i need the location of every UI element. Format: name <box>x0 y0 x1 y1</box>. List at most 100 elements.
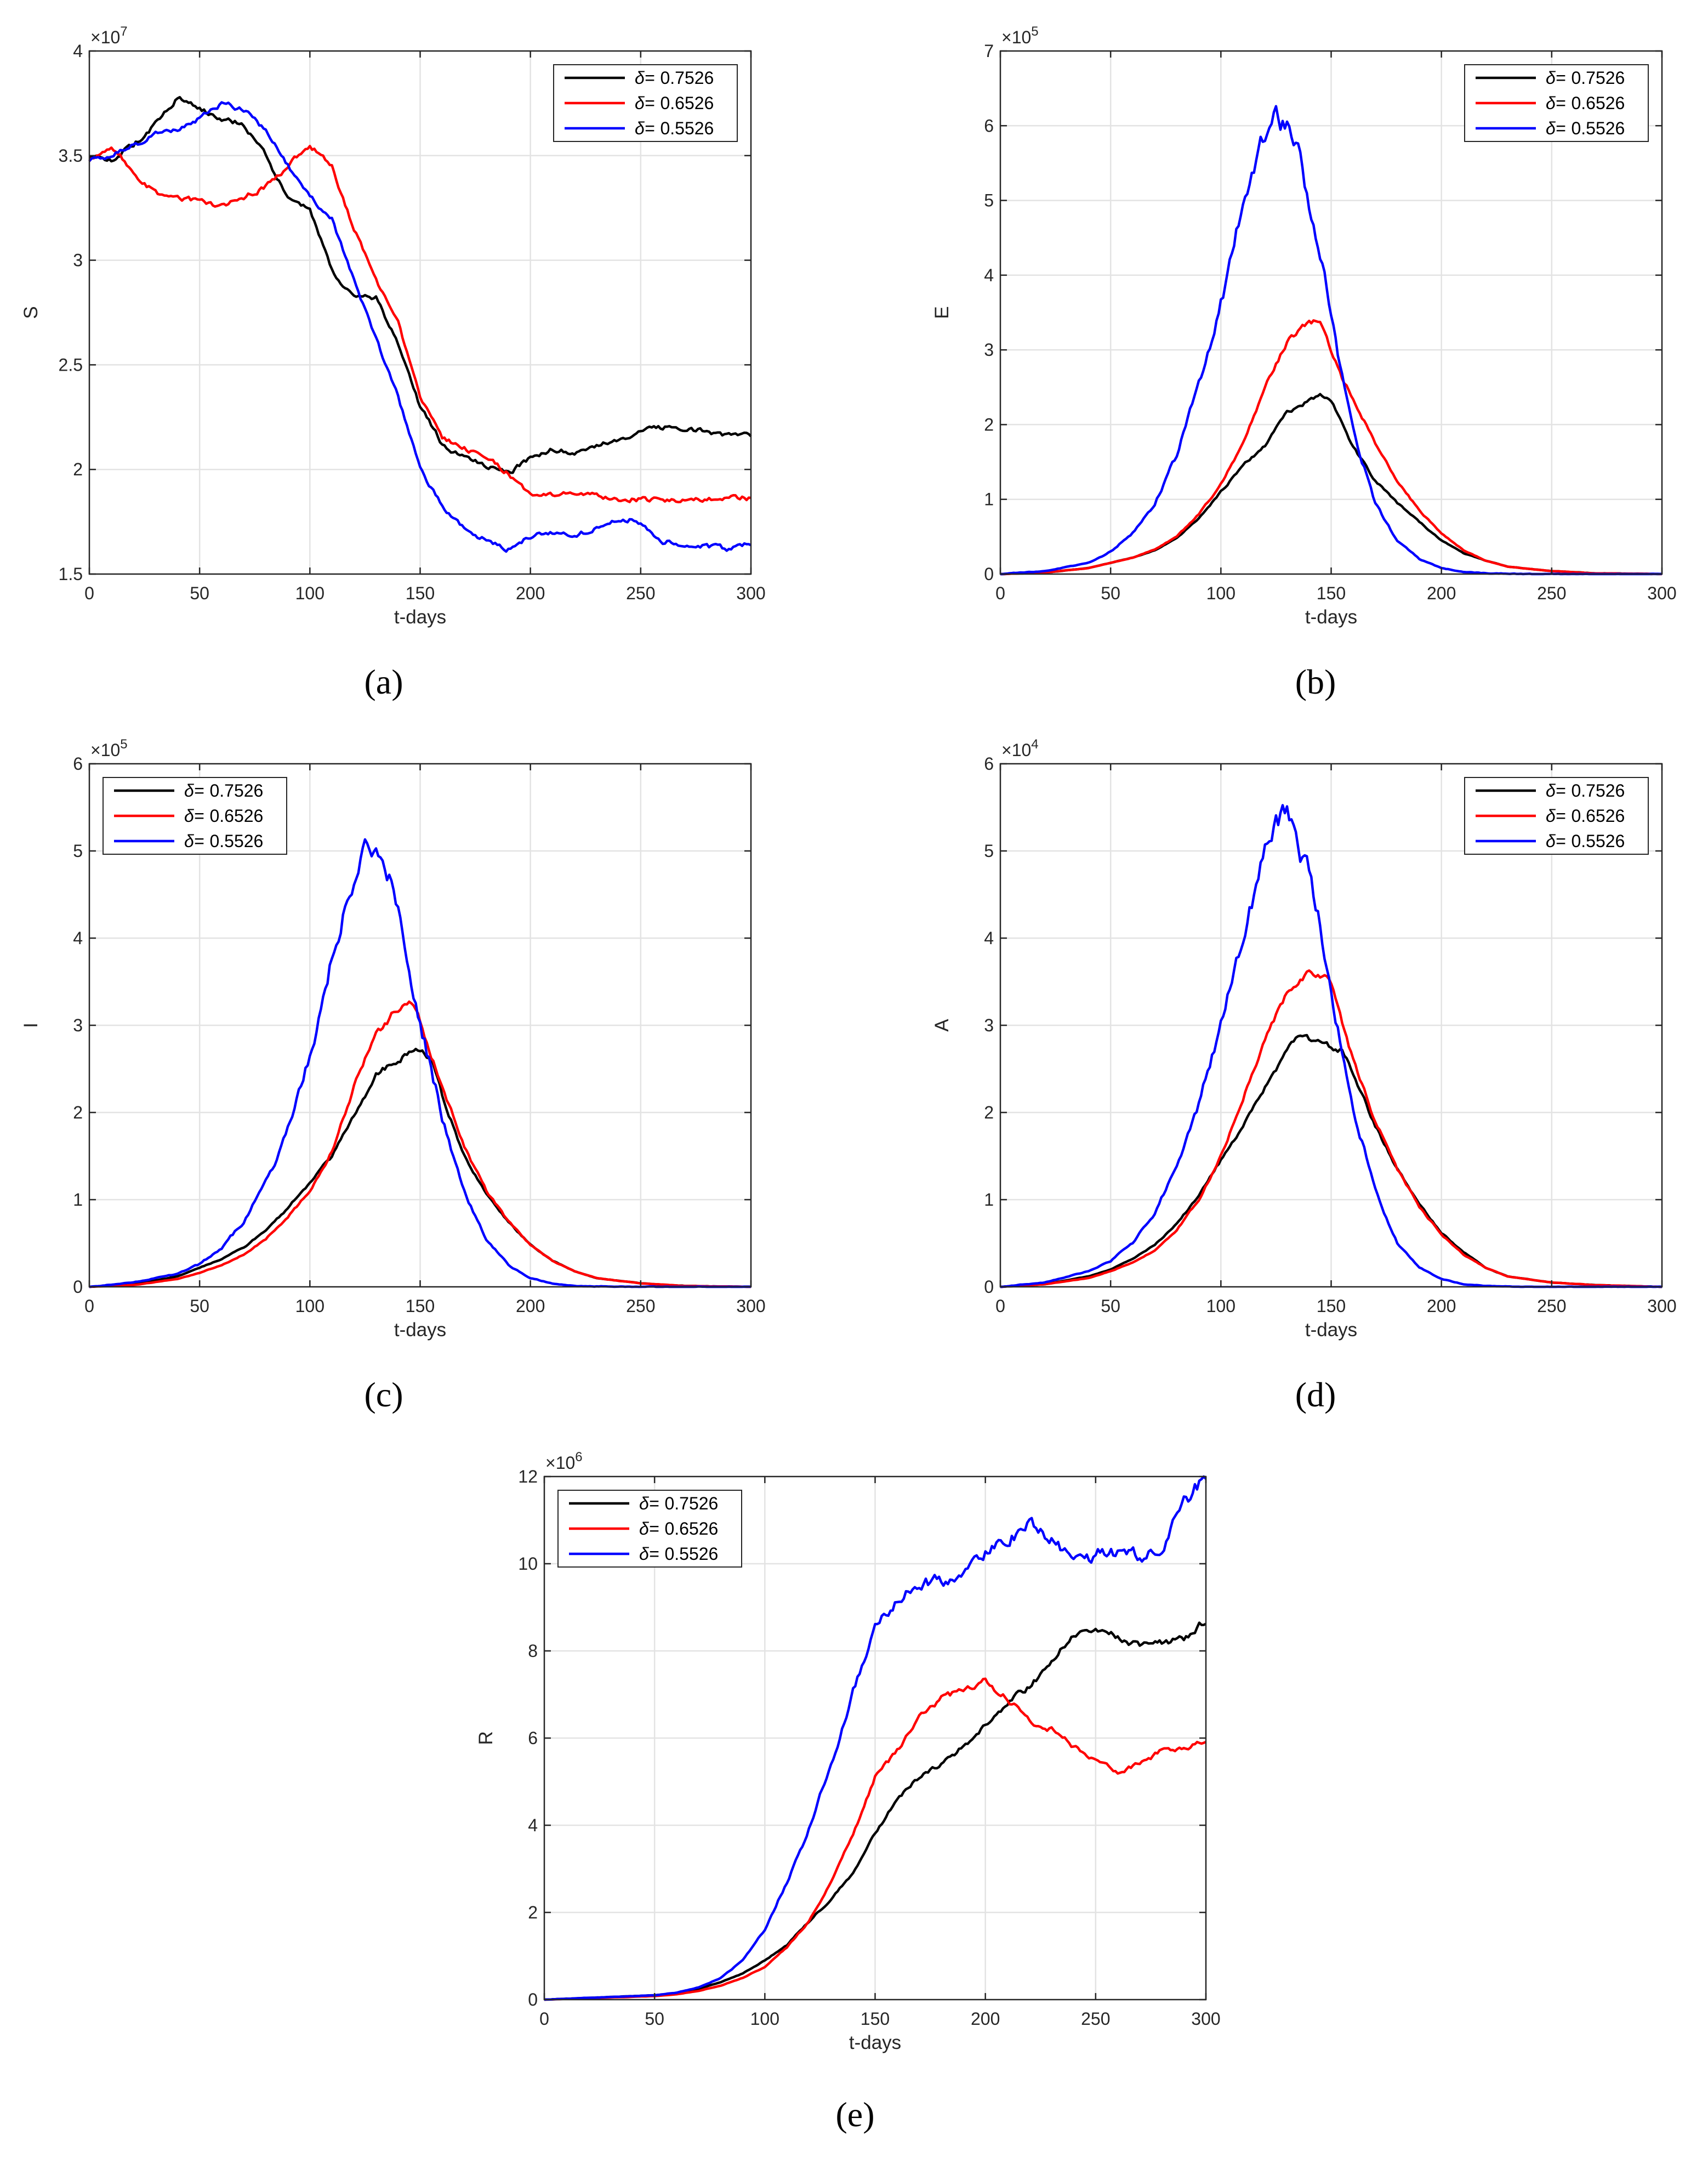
legend[interactable]: δ= 0.7526 δ= 0.6526 δ= 0.5526 <box>557 1490 742 1568</box>
y-tick-label: 6 <box>984 754 994 774</box>
legend-prefix: δ= <box>635 118 654 138</box>
legend[interactable]: δ= 0.7526 δ= 0.6526 δ= 0.5526 <box>1464 777 1649 855</box>
x-tick-label: 300 <box>1647 583 1676 603</box>
legend-entry-2: δ= 0.5526 <box>184 831 263 851</box>
y-tick-label: 1 <box>73 1190 83 1210</box>
legend-entry-1: δ= 0.6526 <box>639 1519 718 1538</box>
y-tick-label: 3 <box>984 340 994 360</box>
x-axis-label: t-days <box>394 606 446 628</box>
y-axis-label: A <box>931 1019 953 1032</box>
x-tick-label: 200 <box>516 583 545 603</box>
x-tick-label: 250 <box>626 1296 655 1316</box>
legend-entry-0: δ= 0.7526 <box>635 68 714 88</box>
y-tick-label: 4 <box>528 1815 538 1835</box>
y-tick-label: 2 <box>528 1903 538 1922</box>
panel-label: (e) <box>835 2095 874 2134</box>
panel-label: (d) <box>1295 1375 1336 1414</box>
y-tick-label: 4 <box>984 928 994 948</box>
y-exponent-label: ×106 <box>545 1450 583 1473</box>
legend-entry-2: δ= 0.5526 <box>1546 831 1625 851</box>
y-tick-label: 6 <box>528 1728 538 1748</box>
legend-entry-1: δ= 0.6526 <box>1546 806 1625 826</box>
y-exponent-power: 6 <box>575 1450 582 1464</box>
x-tick-label: 300 <box>736 1296 765 1316</box>
legend-value: 0.7526 <box>1571 68 1625 88</box>
y-exponent-power: 7 <box>120 24 127 39</box>
y-exponent-label: ×104 <box>1001 737 1039 760</box>
y-exponent-base: ×10 <box>1001 27 1031 47</box>
x-tick-label: 250 <box>626 583 655 603</box>
y-tick-label: 4 <box>73 41 83 61</box>
x-tick-label: 300 <box>1647 1296 1676 1316</box>
y-exponent-label: ×105 <box>90 737 128 760</box>
y-exponent-label: ×105 <box>1001 24 1039 47</box>
y-tick-label: 6 <box>73 754 83 774</box>
x-tick-label: 0 <box>539 2009 549 2029</box>
legend-value: 0.7526 <box>660 68 714 88</box>
x-tick-label: 250 <box>1081 2009 1110 2029</box>
legend-prefix: δ= <box>639 1494 659 1513</box>
y-exponent-power: 5 <box>120 737 127 752</box>
y-axis-label: S <box>20 306 42 319</box>
legend-prefix: δ= <box>1546 68 1565 88</box>
y-exponent-base: ×10 <box>545 1453 575 1473</box>
x-tick-label: 200 <box>516 1296 545 1316</box>
panel-label: (c) <box>364 1375 403 1414</box>
legend-prefix: δ= <box>184 781 204 801</box>
y-tick-label: 2 <box>73 459 83 479</box>
legend-entry-0: δ= 0.7526 <box>639 1494 718 1513</box>
y-tick-label: 4 <box>984 265 994 285</box>
legend-prefix: δ= <box>184 806 204 826</box>
series-line-0 <box>89 96 752 474</box>
y-exponent-power: 5 <box>1031 24 1038 39</box>
legend-value: 0.5526 <box>209 831 263 851</box>
legend-prefix: δ= <box>1546 118 1565 138</box>
y-axis-label: E <box>931 306 953 319</box>
legend-prefix: δ= <box>635 93 654 113</box>
chart-panel-e: 0 50 100 150 200 250 300024681012×106t-daysRδ=… <box>475 1450 1221 2134</box>
legend-prefix: δ= <box>1546 806 1565 826</box>
y-tick-label: 3.5 <box>59 146 83 166</box>
legend-entry-1: δ= 0.6526 <box>184 806 263 826</box>
y-tick-label: 0 <box>984 1277 994 1297</box>
x-tick-label: 0 <box>995 1296 1005 1316</box>
legend-value: 0.7526 <box>1571 781 1625 801</box>
y-tick-label: 2 <box>984 1103 994 1122</box>
x-tick-label: 250 <box>1537 583 1566 603</box>
x-tick-label: 100 <box>750 2009 779 2029</box>
y-tick-label: 2 <box>73 1103 83 1122</box>
x-tick-label: 150 <box>406 583 435 603</box>
x-tick-label: 0 <box>84 583 94 603</box>
y-tick-label: 3 <box>984 1015 994 1035</box>
x-tick-label: 200 <box>971 2009 1000 2029</box>
y-axis-label: R <box>475 1731 497 1745</box>
y-tick-label: 5 <box>73 841 83 861</box>
series-line-1 <box>88 145 751 503</box>
y-tick-label: 4 <box>73 928 83 948</box>
legend-value: 0.5526 <box>1571 118 1625 138</box>
legend-entry-1: δ= 0.6526 <box>635 93 714 113</box>
y-tick-label: 0 <box>984 564 994 584</box>
x-tick-label: 50 <box>190 1296 209 1316</box>
legend-entry-2: δ= 0.5526 <box>635 118 714 138</box>
legend-prefix: δ= <box>184 831 204 851</box>
legend-entry-0: δ= 0.7526 <box>1546 68 1625 88</box>
x-axis-label: t-days <box>849 2032 901 2053</box>
x-tick-label: 300 <box>1191 2009 1220 2029</box>
x-tick-label: 0 <box>84 1296 94 1316</box>
legend-entry-0: δ= 0.7526 <box>184 781 263 801</box>
legend-prefix: δ= <box>635 68 654 88</box>
x-tick-label: 50 <box>645 2009 664 2029</box>
legend-value: 0.7526 <box>209 781 263 801</box>
legend-value: 0.5526 <box>664 1544 718 1564</box>
y-tick-label: 3 <box>73 1015 83 1035</box>
legend[interactable]: δ= 0.7526 δ= 0.6526 δ= 0.5526 <box>553 64 738 142</box>
x-tick-label: 50 <box>1101 583 1120 603</box>
x-tick-label: 0 <box>995 583 1005 603</box>
x-tick-label: 200 <box>1427 1296 1456 1316</box>
